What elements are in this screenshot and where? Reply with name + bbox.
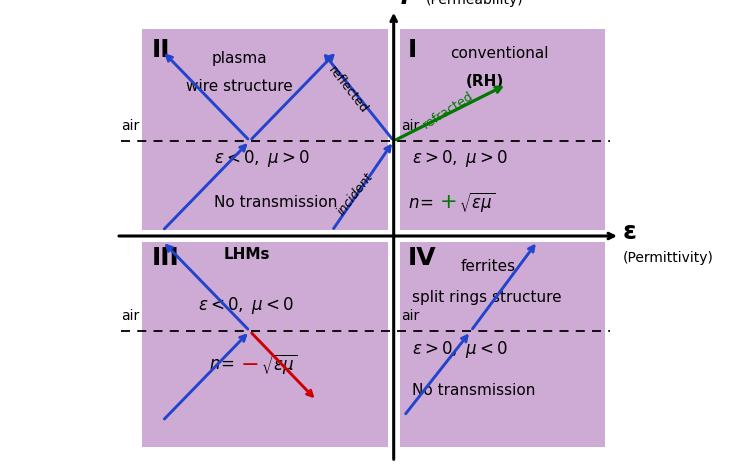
Text: No transmission: No transmission [411, 383, 535, 398]
Text: (Permeability): (Permeability) [425, 0, 523, 7]
Text: I: I [408, 38, 417, 62]
Text: $\sqrt{\varepsilon\mu}$: $\sqrt{\varepsilon\mu}$ [261, 353, 297, 377]
Text: $\varepsilon>0,\ \mu>0$: $\varepsilon>0,\ \mu>0$ [411, 148, 508, 169]
Text: III: III [152, 246, 180, 270]
Text: plasma: plasma [212, 51, 267, 66]
Text: air: air [121, 119, 140, 133]
Text: reflected: reflected [325, 63, 369, 116]
Text: (Permittivity): (Permittivity) [623, 251, 713, 265]
Text: LHMs: LHMs [224, 247, 271, 262]
Text: conventional: conventional [450, 46, 549, 61]
Text: IV: IV [408, 246, 436, 270]
Text: $\sqrt{\varepsilon\mu}$: $\sqrt{\varepsilon\mu}$ [459, 191, 495, 215]
Text: $n\!=\!$: $n\!=\!$ [209, 355, 234, 373]
Text: wire structure: wire structure [186, 79, 293, 94]
Text: (RH): (RH) [466, 74, 504, 89]
Bar [400, 29, 606, 230]
Text: No transmission: No transmission [214, 195, 337, 210]
Bar [142, 242, 388, 447]
Text: $+$: $+$ [439, 192, 456, 211]
Text: air: air [401, 309, 420, 323]
Text: incident: incident [335, 170, 375, 218]
Text: $-$: $-$ [239, 354, 258, 373]
Text: split rings structure: split rings structure [411, 290, 562, 305]
Bar [400, 242, 606, 447]
Text: air: air [121, 309, 140, 323]
Text: $\varepsilon<0,\ \mu>0$: $\varepsilon<0,\ \mu>0$ [214, 148, 310, 169]
Text: refracted: refracted [420, 89, 475, 131]
Text: $\boldsymbol{\varepsilon}$: $\boldsymbol{\varepsilon}$ [623, 220, 637, 244]
Text: ferrites: ferrites [461, 259, 516, 274]
Text: II: II [152, 38, 171, 62]
Text: $\boldsymbol{\mu}$: $\boldsymbol{\mu}$ [401, 0, 421, 6]
Text: $\varepsilon<0,\ \mu<0$: $\varepsilon<0,\ \mu<0$ [199, 295, 294, 316]
Text: air: air [401, 119, 420, 133]
Text: $n\!=\!$: $n\!=\!$ [408, 194, 434, 211]
Text: $\varepsilon>0,\ \mu<0$: $\varepsilon>0,\ \mu<0$ [411, 338, 508, 360]
Bar [142, 29, 388, 230]
